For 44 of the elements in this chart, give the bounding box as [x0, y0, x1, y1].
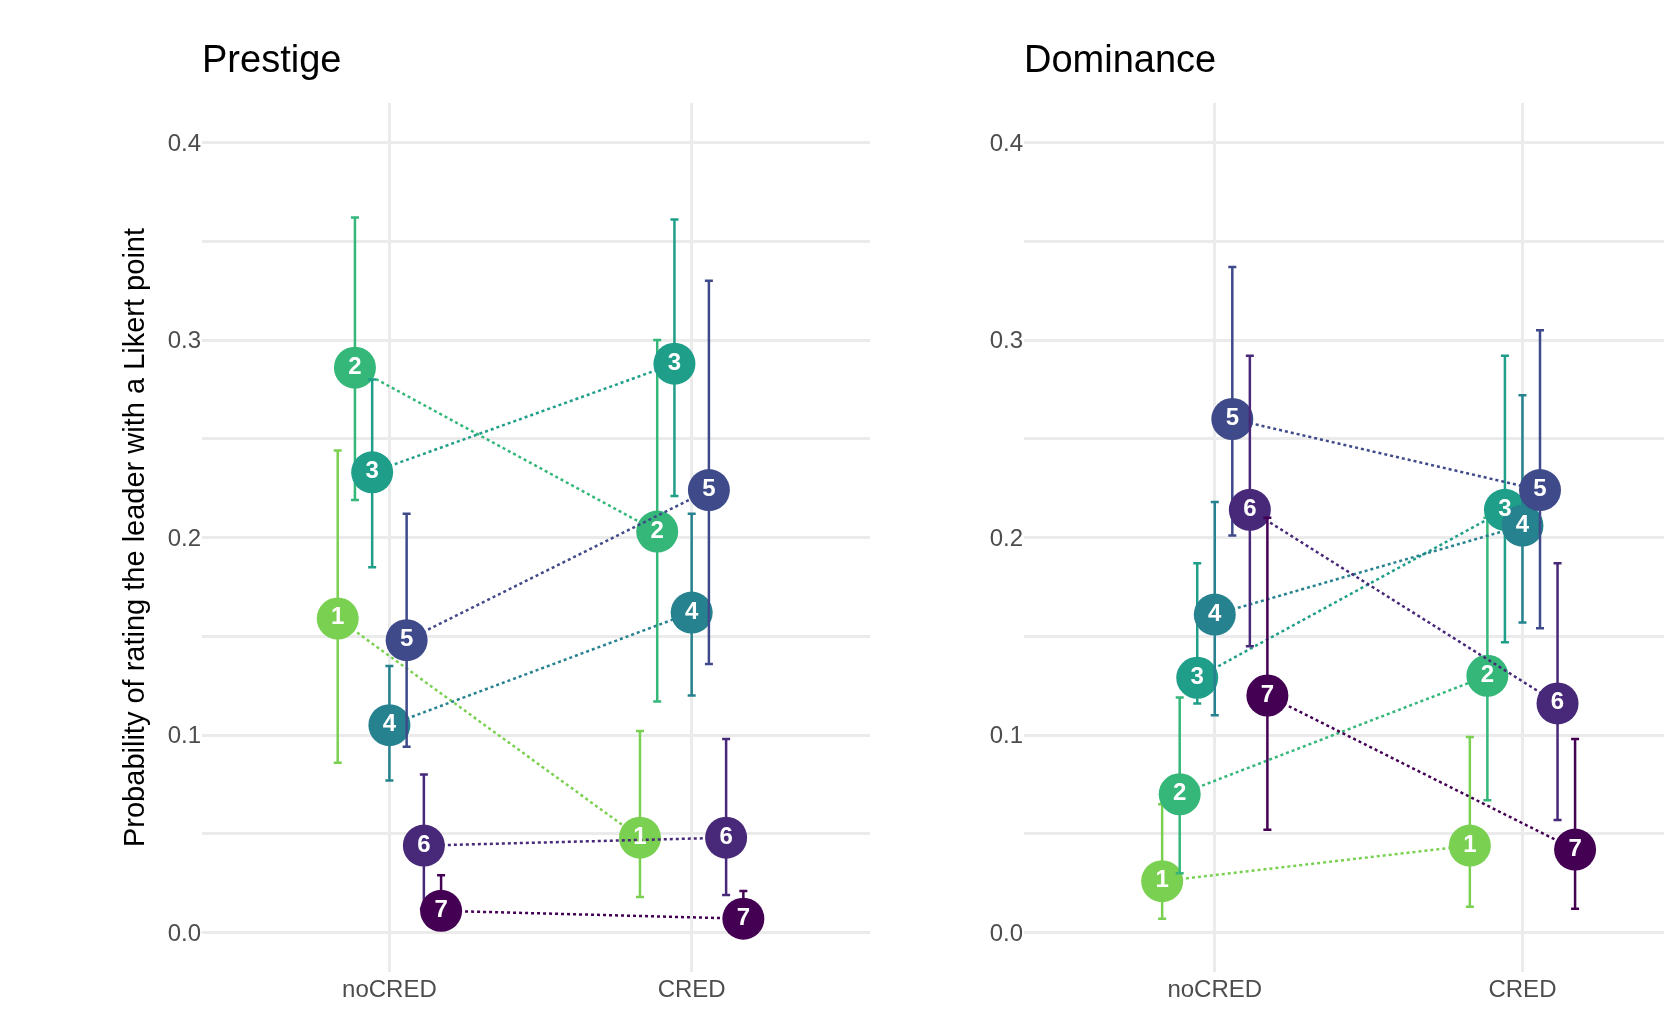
text: 2 — [1480, 659, 1495, 687]
x-tick-label: noCRED — [342, 975, 437, 1002]
text: 4 — [684, 596, 699, 624]
series-label: 2 — [650, 515, 664, 543]
series-label: 7 — [1568, 833, 1582, 861]
y-tick-label: 0.4 — [989, 128, 1023, 156]
text: 5 — [1225, 403, 1239, 430]
series-label: 5 — [1533, 474, 1547, 502]
series-label: 6 — [1550, 687, 1565, 715]
text: 6 — [1243, 493, 1257, 521]
chart-title: Dominance — [1024, 38, 1217, 81]
text: 1 — [1463, 829, 1477, 857]
series-label: 6 — [417, 829, 431, 857]
y-tick-label: 0.2 — [989, 523, 1023, 551]
series-label: 4 — [1208, 598, 1223, 626]
text: 3 — [667, 347, 682, 375]
y-tick-label: 0.1 — [989, 721, 1023, 749]
text: 4 — [1515, 509, 1530, 537]
x-tick-label: CRED — [657, 975, 726, 1002]
y-tick-label: 0.1 — [167, 721, 201, 749]
chart-title: Prestige — [202, 38, 342, 81]
x-tick-label: CRED — [1488, 975, 1557, 1002]
text: 1 — [331, 602, 345, 630]
text: 6 — [719, 821, 733, 849]
text: 3 — [1498, 493, 1512, 521]
series-label: 1 — [1155, 865, 1169, 893]
y-axis-title: Probability of rating the leader with a Likert point — [117, 227, 150, 848]
text: 5 — [702, 474, 716, 502]
text: 7 — [434, 894, 448, 922]
y-tick-label: 0.0 — [989, 918, 1023, 946]
text: 7 — [1260, 679, 1275, 707]
series-label: 5 — [399, 624, 414, 652]
series-label: 1 — [633, 821, 647, 849]
series-label: 2 — [1173, 778, 1187, 806]
x-tick-label: noCRED — [1167, 975, 1263, 1002]
series-label: 4 — [382, 709, 397, 737]
y-tick-label: 0.0 — [167, 918, 201, 946]
text: 2 — [348, 351, 362, 379]
series-label: 3 — [1190, 661, 1204, 689]
series-label: 3 — [365, 456, 379, 484]
y-tick-label: 0.2 — [167, 523, 201, 551]
y-tick-label: 0.3 — [167, 326, 201, 354]
y-tick-label: 0.4 — [167, 128, 201, 156]
y-tick-label: 0.3 — [989, 326, 1023, 354]
